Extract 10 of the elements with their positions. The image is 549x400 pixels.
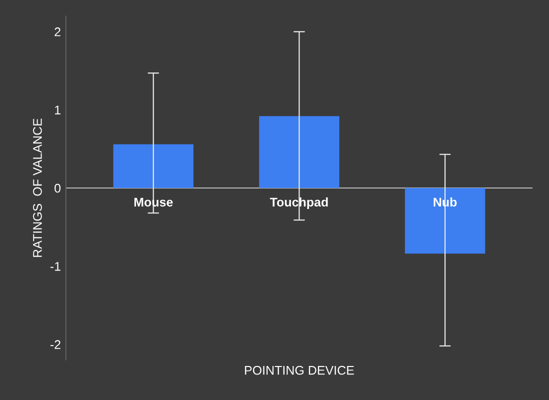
y-tick-label: 0: [54, 184, 61, 193]
y-tick-label: 2: [54, 27, 60, 36]
bar: [113, 144, 194, 188]
bar: [259, 116, 340, 188]
y-tick-label: -2: [50, 340, 60, 349]
bar: [404, 188, 486, 254]
y-tick-label: -1: [50, 262, 60, 271]
y-tick-label: 1: [55, 106, 60, 114]
y-axis-title: RATINGS OF VALANCE: [33, 118, 42, 257]
x-axis-title: POINTING DEVICE: [245, 366, 354, 375]
